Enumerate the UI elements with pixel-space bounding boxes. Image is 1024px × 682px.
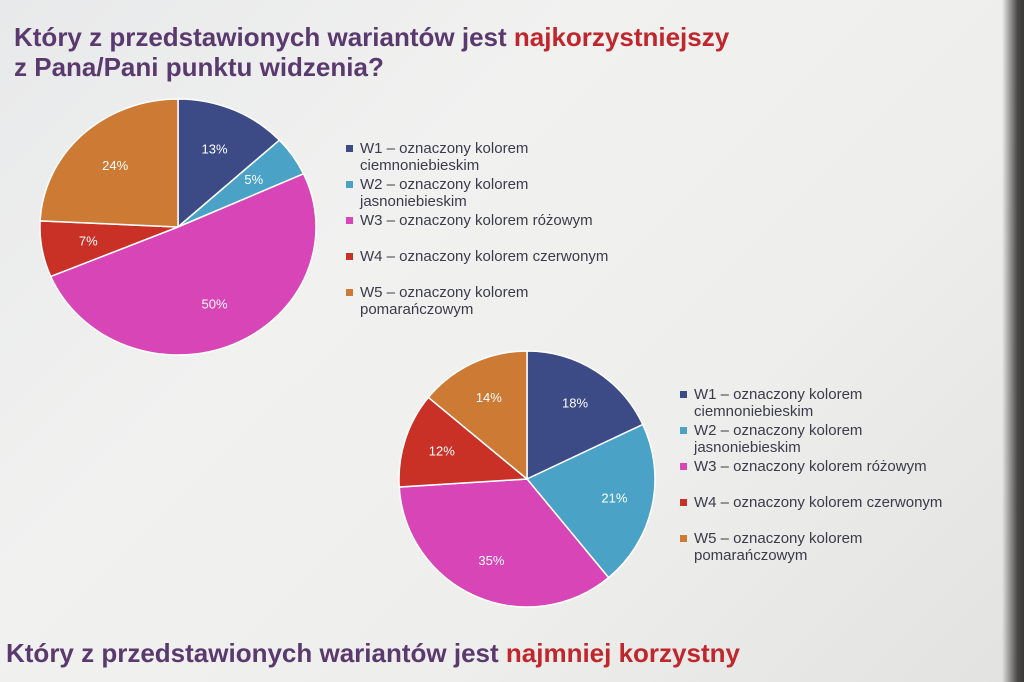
- screen-edge: [1002, 0, 1024, 682]
- slice-label-w2: 5%: [244, 172, 263, 187]
- slice-label-w3: 50%: [202, 296, 228, 311]
- legend-text: W2 – oznaczony kolorem: [360, 176, 529, 193]
- legend-swatch: [346, 145, 353, 152]
- pie-slice-w1: [177, 98, 281, 229]
- legend-text: W5 – oznaczony kolorem: [360, 284, 529, 301]
- legend-text: jasnoniebieskim: [694, 439, 801, 456]
- pie-slice-w2: [525, 423, 656, 579]
- legend-swatch: [346, 181, 353, 188]
- legend-most-favorable: W1 – oznaczony kolorem ciemnoniebieskim W2…: [346, 140, 646, 320]
- pie-slice-w4: [398, 396, 529, 488]
- legend-text: W1 – oznaczony kolorem: [694, 386, 863, 403]
- legend-item-w1: W1 – oznaczony kolorem ciemnoniebieskim: [346, 140, 646, 174]
- question-title-most-favorable: Który z przedstawionych wariantów jest n…: [14, 22, 729, 82]
- slice-label-w4: 7%: [79, 234, 98, 249]
- legend-text: W3 – oznaczony kolorem różowym: [694, 458, 927, 475]
- question-title-least-favorable: Który z przedstawionych wariantów jest n…: [6, 638, 740, 668]
- legend-text: W5 – oznaczony kolorem: [694, 530, 863, 547]
- legend-text: W4 – oznaczony kolorem czerwonym: [360, 248, 609, 265]
- pie-slice-w5: [427, 350, 528, 481]
- legend-text: pomarańczowym: [694, 547, 808, 564]
- title-highlight: najmniej korzystny: [505, 638, 740, 668]
- legend-text: W1 – oznaczony kolorem: [360, 140, 529, 157]
- legend-swatch: [680, 391, 687, 398]
- legend-item-w3: W3 – oznaczony kolorem różowym: [680, 458, 1010, 475]
- title-text: Który z przedstawionych wariantów jest: [14, 22, 514, 52]
- legend-item-w3: W3 – oznaczony kolorem różowym: [346, 212, 646, 229]
- legend-swatch: [680, 427, 687, 434]
- slice-label-w1: 18%: [562, 395, 588, 410]
- legend-text: ciemnoniebieskim: [360, 157, 480, 174]
- title-line-2: z Pana/Pani punktu widzenia?: [14, 52, 384, 82]
- slice-label-w1: 13%: [202, 142, 228, 157]
- legend-text: ciemnoniebieskim: [694, 403, 814, 420]
- legend-item-w1: W1 – oznaczony kolorem ciemnoniebieskim: [680, 386, 1010, 420]
- legend-text: W4 – oznaczony kolorem czerwonym: [694, 494, 943, 511]
- legend-swatch: [680, 535, 687, 542]
- legend-item-w5: W5 – oznaczony kolorem pomarańczowym: [346, 284, 646, 318]
- legend-swatch: [680, 499, 687, 506]
- legend-second: W1 – oznaczony kolorem ciemnoniebieskim W2…: [680, 386, 1010, 566]
- legend-swatch: [346, 289, 353, 296]
- pie-chart-most-favorable: 13% 5% 50% 7% 24%: [39, 98, 317, 356]
- slice-label-w5: 24%: [102, 158, 128, 173]
- legend-swatch: [346, 217, 353, 224]
- pie-chart-second: 18% 21% 35% 12% 14%: [398, 350, 656, 608]
- slice-label-w4: 12%: [429, 443, 455, 458]
- slice-label-w2: 21%: [601, 491, 627, 506]
- slice-label-w5: 14%: [476, 390, 502, 405]
- title-highlight: najkorzystniejszy: [513, 22, 730, 52]
- legend-text: pomarańczowym: [360, 301, 474, 318]
- pie-slice-w1: [526, 350, 644, 481]
- legend-item-w4: W4 – oznaczony kolorem czerwonym: [680, 494, 1010, 511]
- legend-text: W2 – oznaczony kolorem: [694, 422, 863, 439]
- legend-swatch: [346, 253, 353, 260]
- legend-text: W3 – oznaczony kolorem różowym: [360, 212, 593, 229]
- pie-slice-w3: [49, 172, 317, 356]
- legend-item-w5: W5 – oznaczony kolorem pomarańczowym: [680, 530, 1010, 564]
- legend-item-w2: W2 – oznaczony kolorem jasnoniebieskim: [346, 176, 646, 210]
- legend-item-w2: W2 – oznaczony kolorem jasnoniebieskim: [680, 422, 1010, 456]
- pie-slice-w3: [398, 478, 610, 608]
- legend-item-w4: W4 – oznaczony kolorem czerwonym: [346, 248, 646, 265]
- title-text: Który z przedstawionych wariantów jest: [6, 638, 506, 668]
- slice-label-w3: 35%: [478, 553, 504, 568]
- pie-slice-w5: [39, 98, 179, 228]
- legend-swatch: [680, 463, 687, 470]
- legend-text: jasnoniebieskim: [360, 193, 467, 210]
